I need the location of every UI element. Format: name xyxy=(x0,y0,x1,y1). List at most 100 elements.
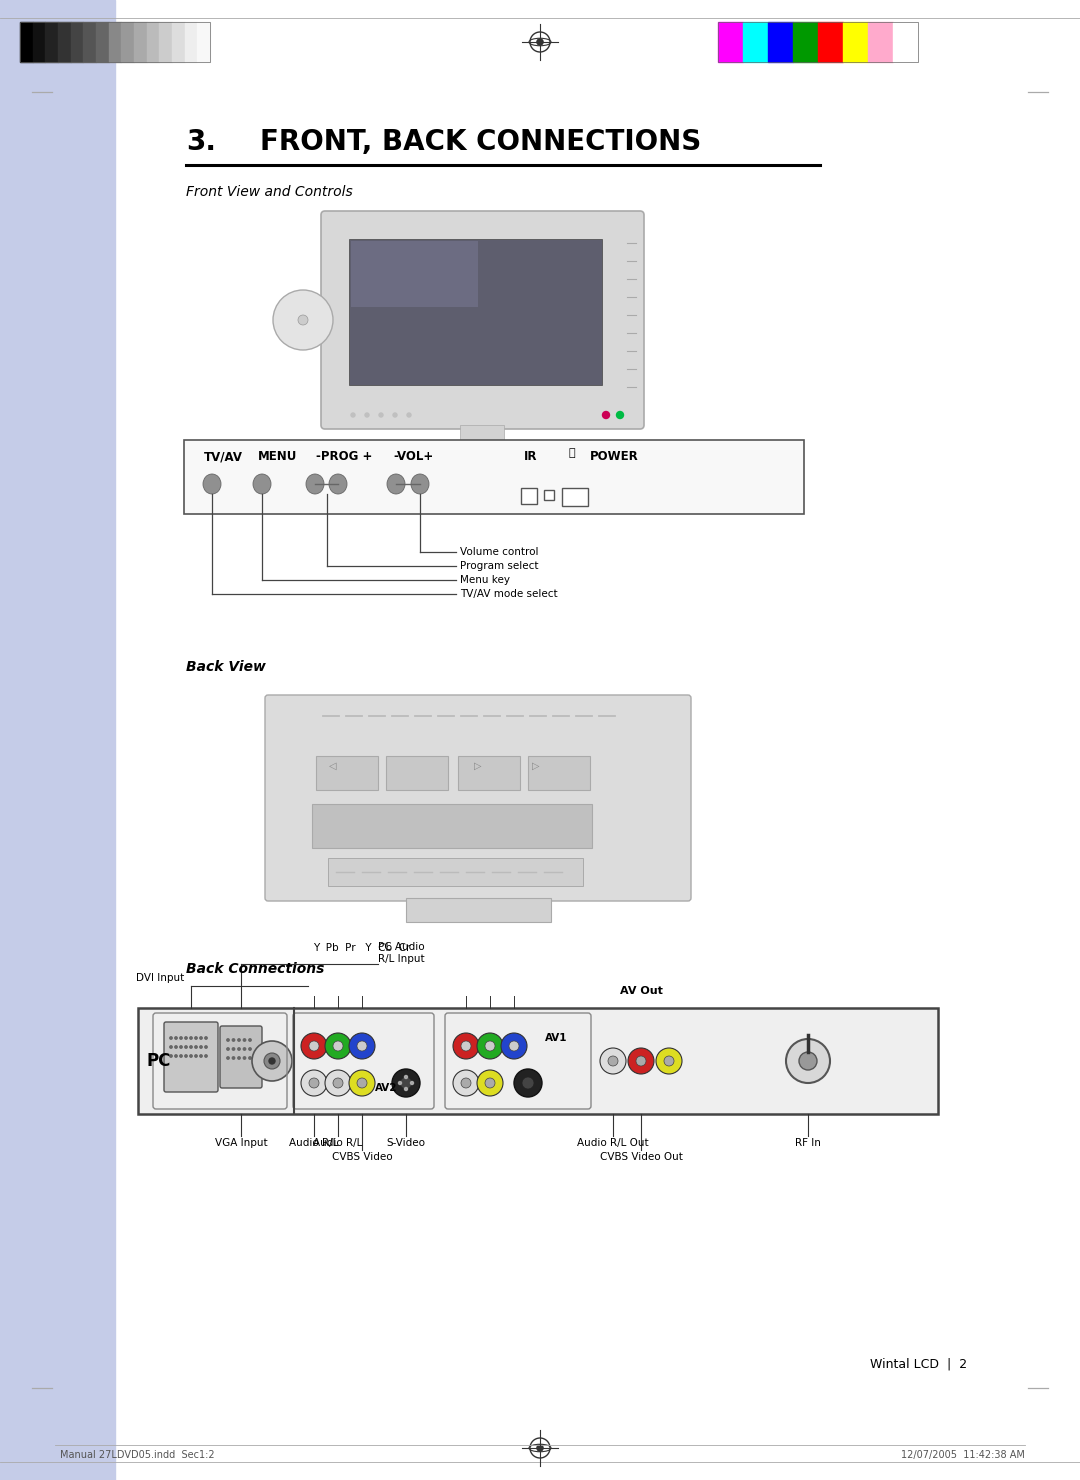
Circle shape xyxy=(179,1046,183,1048)
Circle shape xyxy=(200,1046,202,1048)
Ellipse shape xyxy=(253,474,271,494)
Circle shape xyxy=(185,1046,187,1048)
Circle shape xyxy=(536,1444,544,1452)
Text: Audio R/L: Audio R/L xyxy=(289,1138,339,1148)
Text: AV1: AV1 xyxy=(544,1033,567,1043)
Bar xyxy=(147,22,160,62)
Bar xyxy=(328,858,583,887)
Circle shape xyxy=(501,1033,527,1060)
Circle shape xyxy=(309,1077,319,1088)
Circle shape xyxy=(608,1057,618,1066)
Text: POWER: POWER xyxy=(590,450,638,463)
Text: AV Out: AV Out xyxy=(620,986,662,996)
Text: ◁: ◁ xyxy=(329,761,337,771)
Circle shape xyxy=(175,1046,177,1048)
Circle shape xyxy=(243,1057,246,1060)
Circle shape xyxy=(264,1052,280,1069)
Bar xyxy=(96,22,109,62)
Bar xyxy=(184,440,804,514)
Circle shape xyxy=(232,1048,234,1051)
Circle shape xyxy=(269,1058,275,1064)
Ellipse shape xyxy=(203,474,221,494)
Bar xyxy=(718,22,743,62)
Bar xyxy=(460,425,504,447)
Circle shape xyxy=(333,1040,343,1051)
Circle shape xyxy=(461,1077,471,1088)
Ellipse shape xyxy=(306,474,324,494)
Circle shape xyxy=(194,1037,198,1039)
Bar xyxy=(32,22,45,62)
Text: Front View and Controls: Front View and Controls xyxy=(186,185,353,198)
Text: CVBS Video: CVBS Video xyxy=(332,1151,392,1162)
Ellipse shape xyxy=(329,474,347,494)
Ellipse shape xyxy=(411,474,429,494)
Bar xyxy=(109,22,121,62)
Circle shape xyxy=(248,1057,252,1060)
Bar xyxy=(406,898,551,922)
Bar xyxy=(121,22,134,62)
Bar xyxy=(386,756,448,790)
Circle shape xyxy=(194,1055,198,1057)
Bar xyxy=(312,804,592,848)
Circle shape xyxy=(200,1055,202,1057)
Bar xyxy=(818,22,843,62)
Text: Menu key: Menu key xyxy=(460,576,510,585)
Circle shape xyxy=(185,1055,187,1057)
Bar xyxy=(544,490,554,500)
Text: Volume control: Volume control xyxy=(460,548,539,556)
Circle shape xyxy=(799,1052,816,1070)
Text: Back View: Back View xyxy=(186,660,266,673)
Text: Audio R/L: Audio R/L xyxy=(313,1138,363,1148)
Circle shape xyxy=(227,1048,229,1051)
Text: FRONT, BACK CONNECTIONS: FRONT, BACK CONNECTIONS xyxy=(260,127,701,155)
Text: TV/AV mode select: TV/AV mode select xyxy=(460,589,557,599)
Bar xyxy=(521,488,537,505)
Circle shape xyxy=(243,1048,246,1051)
Text: RF In: RF In xyxy=(795,1138,821,1148)
Circle shape xyxy=(301,1070,327,1097)
Circle shape xyxy=(194,1046,198,1048)
Bar xyxy=(793,22,818,62)
Circle shape xyxy=(205,1055,207,1057)
Text: MENU: MENU xyxy=(258,450,297,463)
Bar xyxy=(743,22,768,62)
Circle shape xyxy=(365,413,369,417)
Text: S-Video: S-Video xyxy=(387,1138,426,1148)
Bar xyxy=(138,1008,939,1114)
Circle shape xyxy=(485,1040,495,1051)
Text: Wintal LCD  |  2: Wintal LCD | 2 xyxy=(870,1359,967,1370)
Bar xyxy=(21,22,210,62)
Text: ▷: ▷ xyxy=(532,761,540,771)
Circle shape xyxy=(227,1039,229,1042)
Circle shape xyxy=(617,411,623,419)
Bar xyxy=(768,22,793,62)
Circle shape xyxy=(636,1057,646,1066)
Circle shape xyxy=(333,1077,343,1088)
Circle shape xyxy=(392,1069,420,1097)
Bar xyxy=(83,22,96,62)
Circle shape xyxy=(514,1069,542,1097)
Text: -VOL+: -VOL+ xyxy=(393,450,433,463)
Circle shape xyxy=(357,1040,367,1051)
Bar xyxy=(172,22,185,62)
Text: Manual 27LDVD05.indd  Sec1:2: Manual 27LDVD05.indd Sec1:2 xyxy=(60,1450,215,1459)
Bar xyxy=(45,22,58,62)
Text: ▷: ▷ xyxy=(474,761,482,771)
Text: ⏻: ⏻ xyxy=(569,448,576,457)
Circle shape xyxy=(349,1033,375,1060)
Circle shape xyxy=(664,1057,674,1066)
Bar xyxy=(868,22,893,62)
Circle shape xyxy=(170,1055,172,1057)
Circle shape xyxy=(248,1048,252,1051)
Circle shape xyxy=(405,1076,407,1079)
Circle shape xyxy=(190,1055,192,1057)
Circle shape xyxy=(185,1037,187,1039)
Circle shape xyxy=(175,1055,177,1057)
Text: PC: PC xyxy=(146,1052,171,1070)
Circle shape xyxy=(405,1088,407,1091)
FancyBboxPatch shape xyxy=(265,696,691,901)
Bar xyxy=(21,22,32,62)
Circle shape xyxy=(179,1055,183,1057)
FancyBboxPatch shape xyxy=(164,1023,218,1092)
Circle shape xyxy=(325,1033,351,1060)
